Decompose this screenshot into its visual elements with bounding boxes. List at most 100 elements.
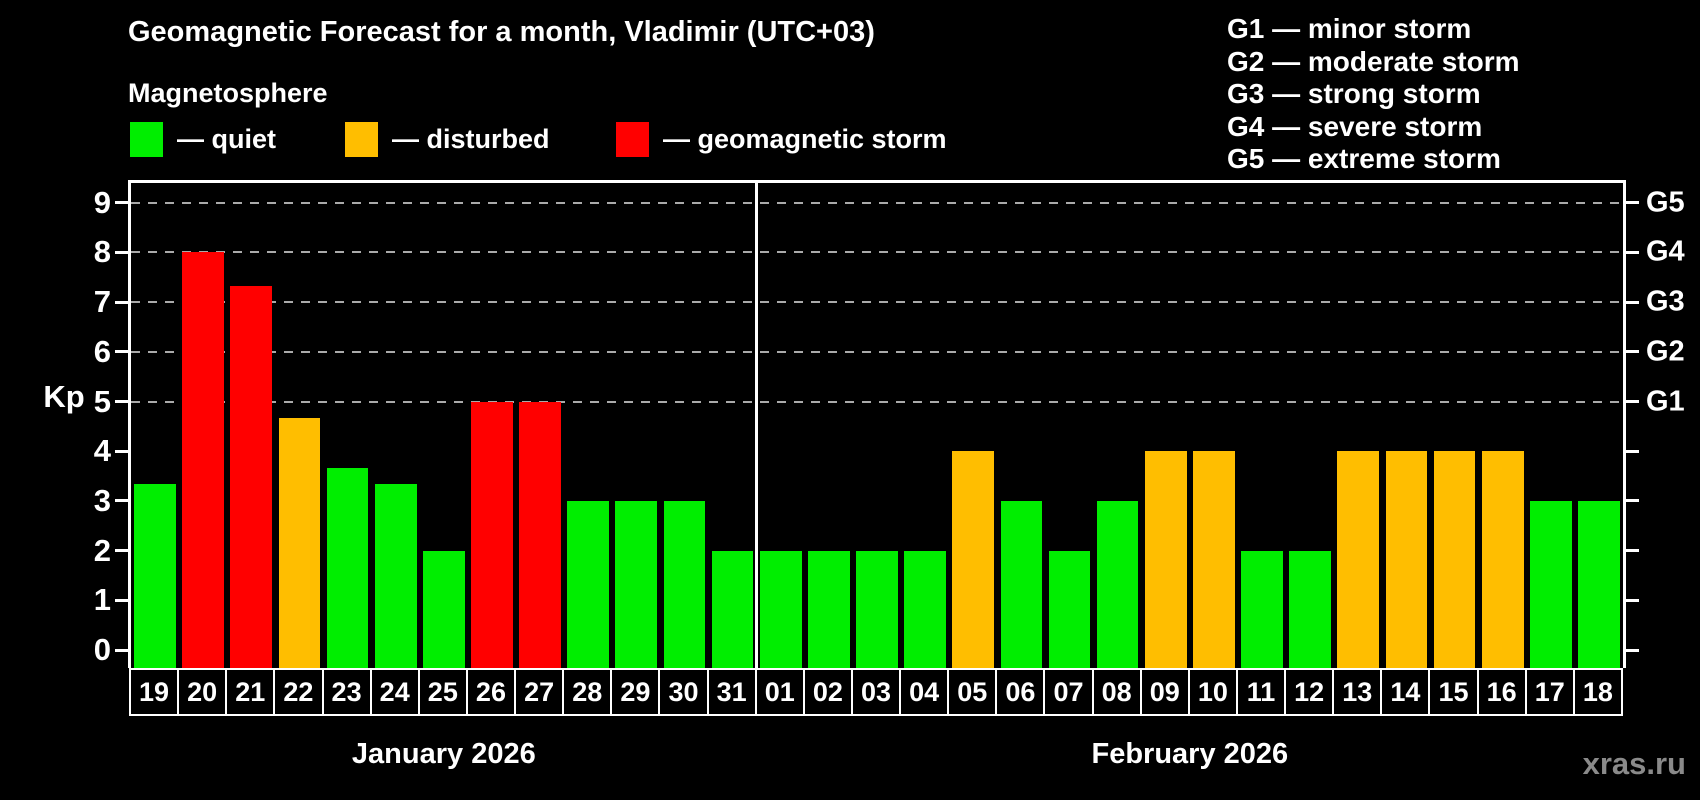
y-axis-tick (115, 300, 128, 304)
day-cell: 25 (417, 668, 468, 716)
gridline (131, 301, 1623, 304)
day-cell: 05 (947, 668, 998, 716)
g-scale-label: G2 (1646, 335, 1685, 368)
y-tick-label: 8 (93, 234, 111, 270)
day-cell: 30 (658, 668, 709, 716)
right-axis-tick (1626, 201, 1639, 205)
watermark: xras.ru (1582, 746, 1686, 781)
y-tick-label: 4 (93, 433, 111, 469)
kp-bar (1578, 500, 1620, 668)
day-cell: 31 (706, 668, 757, 716)
day-cell: 14 (1380, 668, 1431, 716)
day-cell: 01 (754, 668, 805, 716)
right-axis-tick (1626, 400, 1639, 403)
gridline (131, 350, 1623, 353)
gridline (131, 201, 1623, 204)
kp-bar (663, 500, 706, 668)
right-axis-line (1623, 180, 1626, 668)
kp-bar (326, 467, 369, 668)
kp-bar (1048, 550, 1091, 668)
y-axis-tick (115, 250, 128, 254)
gridline (131, 400, 1623, 403)
day-cell: 29 (610, 668, 661, 716)
y-tick-label: 6 (93, 333, 111, 369)
y-axis-tick (115, 350, 128, 354)
chart-subtitle: Magnetosphere (128, 78, 328, 108)
y-axis-tick (115, 400, 128, 403)
day-cell: 09 (1139, 668, 1190, 716)
kp-bar (1241, 550, 1283, 668)
month-label: February 2026 (1091, 738, 1289, 770)
y-axis-line (128, 180, 131, 668)
y-axis-tick (115, 549, 128, 553)
day-cell: 22 (273, 668, 324, 716)
storm-scale-legend: G1 — minor storm G2 — moderate storm G3 … (1227, 13, 1520, 176)
kp-bar (615, 500, 658, 668)
legend-item-quiet: — quiet (130, 121, 276, 157)
y-axis-tick (115, 499, 128, 503)
kp-bar (1337, 451, 1380, 668)
kp-bar (374, 484, 417, 668)
kp-bar (1144, 451, 1187, 668)
day-cell: 10 (1187, 668, 1238, 716)
legend-item-disturbed: — disturbed (345, 121, 550, 157)
day-cell: 20 (177, 668, 228, 716)
month-divider-line (755, 183, 758, 668)
y-axis-label-kp: Kp (43, 379, 85, 414)
kp-bar (134, 484, 176, 668)
kp-bar (1385, 451, 1428, 668)
y-tick-label: 9 (93, 184, 111, 220)
y-axis-tick (115, 648, 128, 652)
storm-scale-legend-g3: G3 — strong storm (1227, 78, 1481, 109)
kp-bar (711, 550, 754, 668)
kp-bar (519, 401, 561, 668)
kp-bar (567, 500, 610, 668)
day-cell: 08 (1091, 668, 1142, 716)
kp-bar (1096, 500, 1139, 668)
y-tick-label: 0 (93, 632, 111, 667)
quiet-color-swatch (130, 121, 163, 157)
kp-bar (1529, 500, 1572, 668)
day-cell: 02 (802, 668, 853, 716)
right-axis-tick (1626, 250, 1639, 254)
day-cell: 19 (129, 668, 180, 716)
day-cell: 21 (225, 668, 276, 716)
legend-item-storm: — geomagnetic storm (616, 121, 947, 157)
disturbed-color-swatch (345, 121, 378, 157)
y-tick-label: 2 (93, 532, 111, 568)
y-tick-label: 3 (93, 482, 111, 518)
day-cell: 15 (1428, 668, 1479, 716)
day-cell: 23 (321, 668, 372, 716)
g-scale-label: G3 (1646, 285, 1685, 318)
legend-label-quiet: — quiet (177, 123, 276, 154)
kp-bar (1433, 451, 1476, 668)
kp-bar (952, 451, 995, 668)
day-cell: 12 (1284, 668, 1335, 716)
kp-bar (1289, 550, 1331, 668)
day-cell: 11 (1235, 668, 1287, 716)
y-axis-tick (115, 449, 128, 453)
kp-bar (1193, 451, 1235, 668)
y-axis-tick (115, 598, 128, 602)
right-axis-tick (1626, 598, 1639, 602)
kp-bar (278, 417, 321, 668)
kp-bar (182, 252, 225, 668)
day-cell: 07 (1043, 668, 1094, 716)
storm-scale-legend-g1: G1 — minor storm (1227, 13, 1472, 44)
day-cell: 04 (899, 668, 950, 716)
g-scale-label: G1 (1646, 385, 1685, 417)
gridline (131, 251, 1623, 254)
day-cell: 03 (850, 668, 902, 716)
day-cell: 17 (1524, 668, 1575, 716)
day-cell: 13 (1332, 668, 1383, 716)
right-axis-tick (1626, 549, 1639, 553)
storm-color-swatch (616, 121, 649, 157)
day-cell: 16 (1476, 668, 1527, 716)
kp-bar (422, 550, 465, 668)
right-axis-tick (1626, 499, 1639, 503)
storm-scale-legend-g5: G5 — extreme storm (1227, 143, 1501, 174)
y-tick-label: 1 (93, 582, 111, 618)
month-label: January 2026 (351, 738, 536, 770)
right-axis-tick (1626, 449, 1639, 453)
kp-bar (759, 550, 802, 668)
